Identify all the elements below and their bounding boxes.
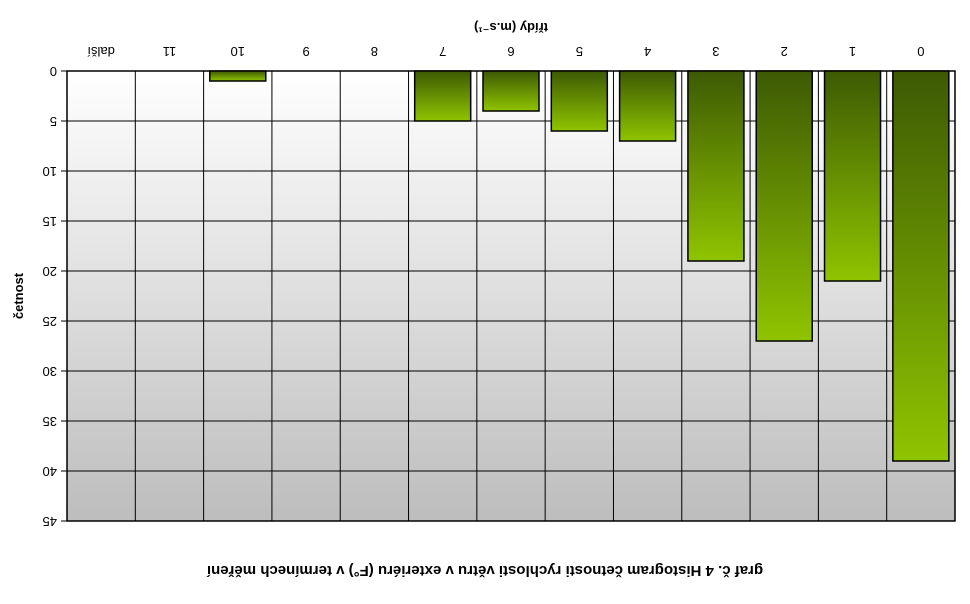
x-tick-label: 11 [163,44,177,59]
bar-4 [618,70,677,142]
chart-title: graf č. 4 Histogram četnosti rychlosti v… [206,562,763,579]
x-tick-label: 9 [302,44,309,59]
x-tick-labels: 0 1 2 3 4 5 6 7 8 9 10 11 další [87,44,924,59]
y-tick-label: 35 [43,414,57,429]
x-tick-label: 4 [644,44,651,59]
y-tick-label: 20 [43,264,57,279]
y-tick-labels: 0 5 10 15 20 25 30 35 40 45 [43,64,57,529]
bars [209,70,950,462]
bar-7 [413,70,472,122]
x-axis-title: třídy (m.s⁻¹) [474,20,548,35]
x-tick-label: 2 [781,44,788,59]
y-tick-label: 0 [50,64,57,79]
y-axis-title: četnost [11,272,26,319]
bar-6 [482,70,540,112]
plot-area [66,70,956,522]
x-tick-label: 3 [712,44,719,59]
x-tick-label: 1 [849,44,856,59]
y-tick-label: 15 [43,214,57,229]
x-tick-label: 7 [439,44,446,59]
bar-10 [209,70,267,82]
x-tick-label: 6 [507,44,514,59]
y-tick-label: 5 [50,114,57,129]
x-tick-label: 0 [917,44,924,59]
bar-5 [550,70,609,132]
y-tick-label: 40 [43,464,57,479]
y-tick-label: 30 [43,364,57,379]
x-tick-label: 5 [576,44,583,59]
x-tick-label: 8 [371,44,378,59]
x-tick-label: další [87,44,115,59]
y-tick-label: 25 [43,314,57,329]
x-tick-label: 10 [231,44,245,59]
bar-0 [892,70,950,462]
y-tick-label: 45 [43,514,57,529]
bar-2 [755,70,813,342]
bar-1 [823,70,882,282]
bar-3 [687,70,745,262]
y-tick-label: 10 [43,164,57,179]
